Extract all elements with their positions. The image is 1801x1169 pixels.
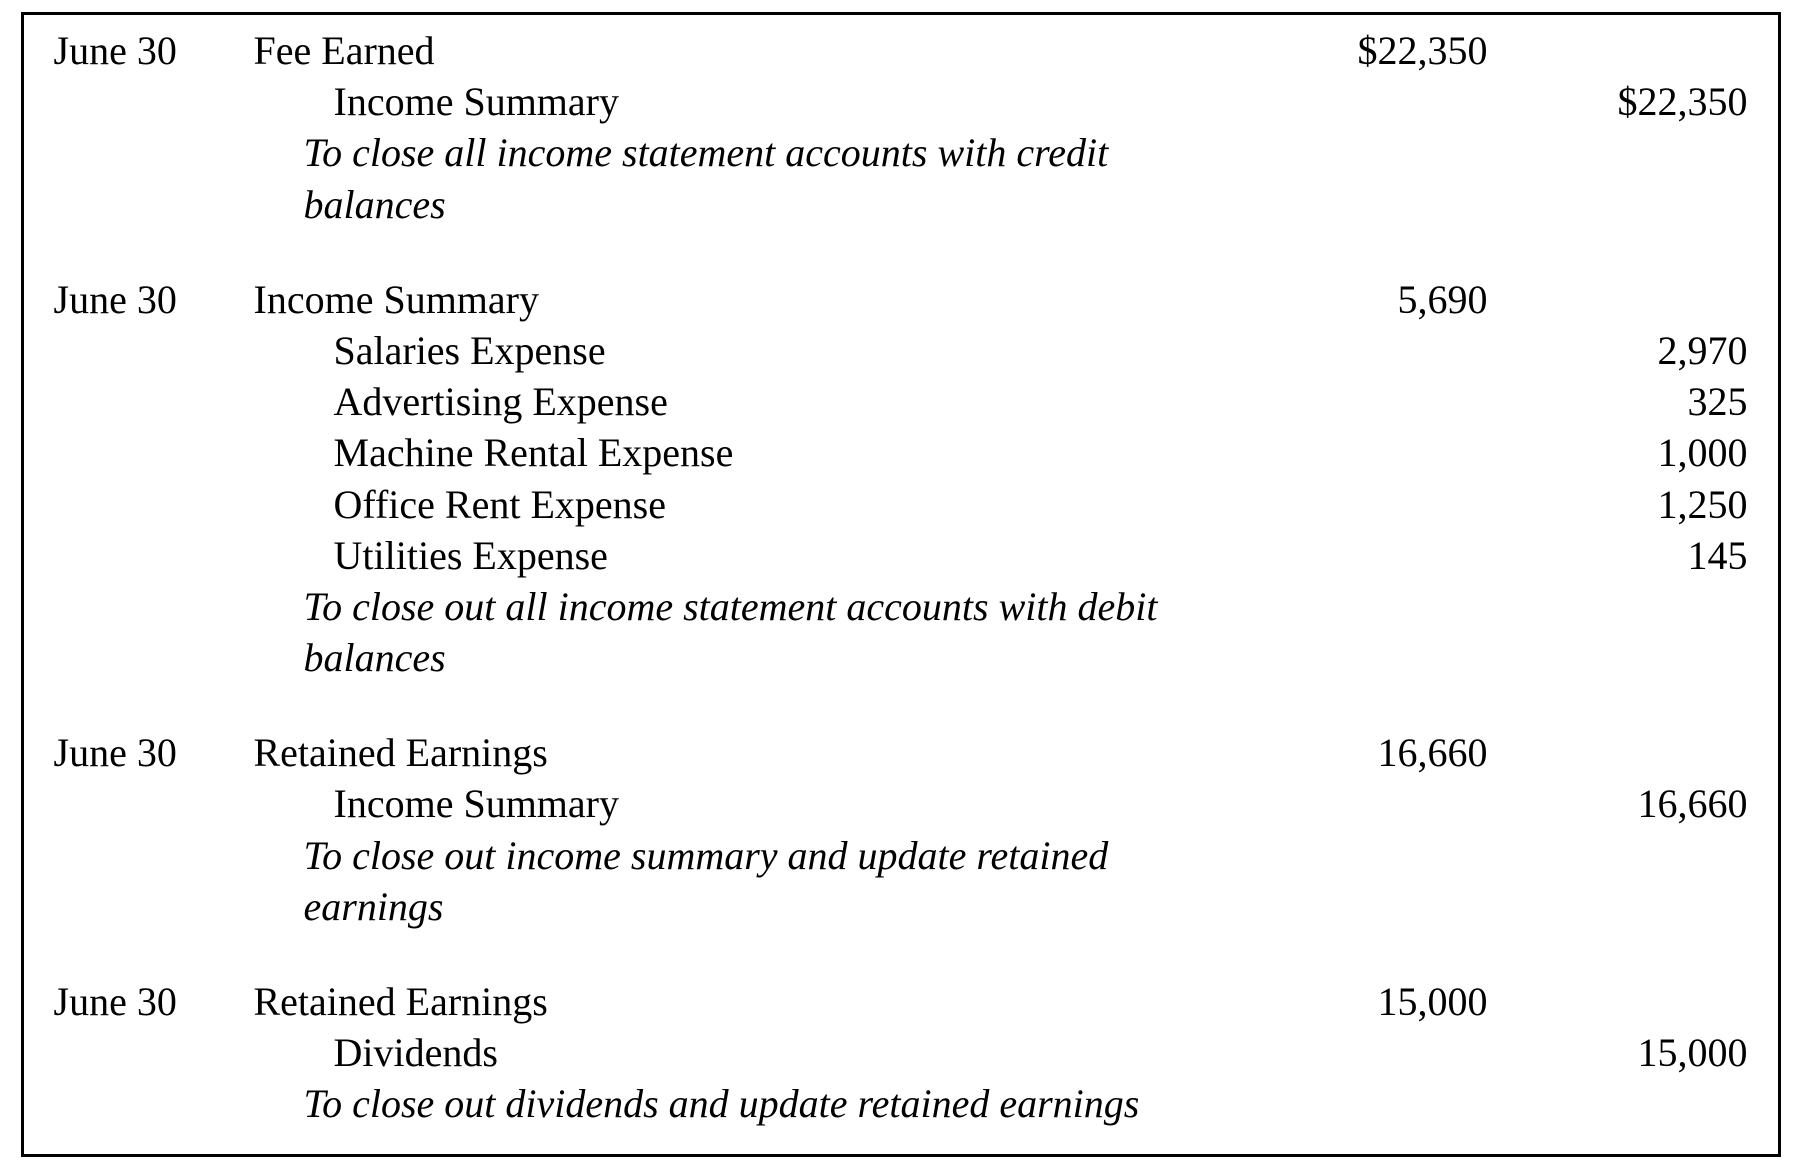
journal-line: Office Rent Expense 1,250 <box>54 479 1748 530</box>
journal-explanation-row: To close all income statement accounts w… <box>54 127 1748 229</box>
journal-line: Income Summary 16,660 <box>54 778 1748 829</box>
account-name: Utilities Expense <box>254 530 1228 581</box>
entry-date: June 30 <box>54 25 254 76</box>
debit-amount: 5,690 <box>1228 274 1488 325</box>
credit-amount: 1,000 <box>1488 427 1748 478</box>
journal-line: June 30 Fee Earned $22,350 <box>54 25 1748 76</box>
entry-date: June 30 <box>54 976 254 1027</box>
credit-amount: 1,250 <box>1488 479 1748 530</box>
account-name: Income Summary <box>254 274 1228 325</box>
account-name: Machine Rental Expense <box>254 427 1228 478</box>
account-name: Office Rent Expense <box>254 479 1228 530</box>
entry-explanation: To close out dividends and update retain… <box>254 1078 1228 1129</box>
journal-explanation-row: To close out income summary and update r… <box>54 830 1748 932</box>
journal-line: Advertising Expense 325 <box>54 376 1748 427</box>
journal-explanation-row: To close out all income statement accoun… <box>54 581 1748 683</box>
entry-explanation: To close out all income statement accoun… <box>254 581 1228 683</box>
journal-line: June 30 Income Summary 5,690 <box>54 274 1748 325</box>
credit-amount: 325 <box>1488 376 1748 427</box>
account-name: Advertising Expense <box>254 376 1228 427</box>
credit-amount: 15,000 <box>1488 1027 1748 1078</box>
account-name: Retained Earnings <box>254 727 1228 778</box>
journal-line: June 30 Retained Earnings 16,660 <box>54 727 1748 778</box>
account-name: Income Summary <box>254 76 1228 127</box>
account-name: Salaries Expense <box>254 325 1228 376</box>
account-name: Income Summary <box>254 778 1228 829</box>
entry-explanation: To close out income summary and update r… <box>254 830 1228 932</box>
debit-amount: 16,660 <box>1228 727 1488 778</box>
entry-explanation: To close all income statement accounts w… <box>254 127 1228 229</box>
entry-spacer <box>54 683 1748 727</box>
entry-spacer <box>54 932 1748 976</box>
entry-date: June 30 <box>54 274 254 325</box>
entry-spacer <box>54 230 1748 274</box>
journal-entries-box: June 30 Fee Earned $22,350 Income Summar… <box>21 12 1781 1157</box>
account-name: Dividends <box>254 1027 1228 1078</box>
account-name: Fee Earned <box>254 25 1228 76</box>
credit-amount: $22,350 <box>1488 76 1748 127</box>
credit-amount: 16,660 <box>1488 778 1748 829</box>
entry-date: June 30 <box>54 727 254 778</box>
debit-amount: $22,350 <box>1228 25 1488 76</box>
journal-line: Dividends 15,000 <box>54 1027 1748 1078</box>
credit-amount: 145 <box>1488 530 1748 581</box>
account-name: Retained Earnings <box>254 976 1228 1027</box>
journal-line: June 30 Retained Earnings 15,000 <box>54 976 1748 1027</box>
journal-line: Salaries Expense 2,970 <box>54 325 1748 376</box>
journal-line: Machine Rental Expense 1,000 <box>54 427 1748 478</box>
debit-amount: 15,000 <box>1228 976 1488 1027</box>
credit-amount: 2,970 <box>1488 325 1748 376</box>
journal-explanation-row: To close out dividends and update retain… <box>54 1078 1748 1129</box>
journal-line: Utilities Expense 145 <box>54 530 1748 581</box>
journal-line: Income Summary $22,350 <box>54 76 1748 127</box>
